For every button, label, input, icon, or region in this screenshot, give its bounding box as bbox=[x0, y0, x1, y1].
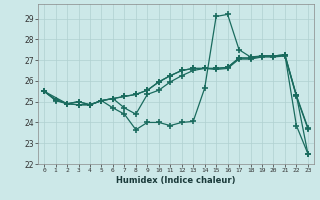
X-axis label: Humidex (Indice chaleur): Humidex (Indice chaleur) bbox=[116, 176, 236, 185]
